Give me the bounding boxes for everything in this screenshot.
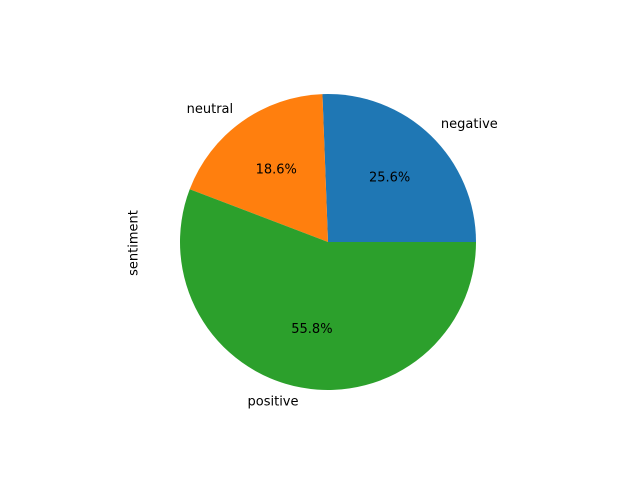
- slice-percent-negative: 25.6%: [369, 171, 410, 186]
- pie-slice-positive: [180, 189, 477, 391]
- slice-percent-positive: 55.8%: [291, 322, 332, 337]
- slice-label-neutral: neutral: [187, 102, 234, 117]
- slice-label-positive: positive: [248, 395, 299, 410]
- pie-slices: [180, 94, 477, 391]
- pie-labels: negative 25.6% neutral 18.6% positive 55.8%: [187, 102, 498, 409]
- slice-percent-neutral: 18.6%: [256, 162, 297, 177]
- pie-slice-negative: [322, 94, 476, 242]
- pie-slice-neutral: [189, 94, 328, 242]
- slice-label-negative: negative: [441, 117, 498, 132]
- y-axis-label: sentiment: [127, 210, 142, 276]
